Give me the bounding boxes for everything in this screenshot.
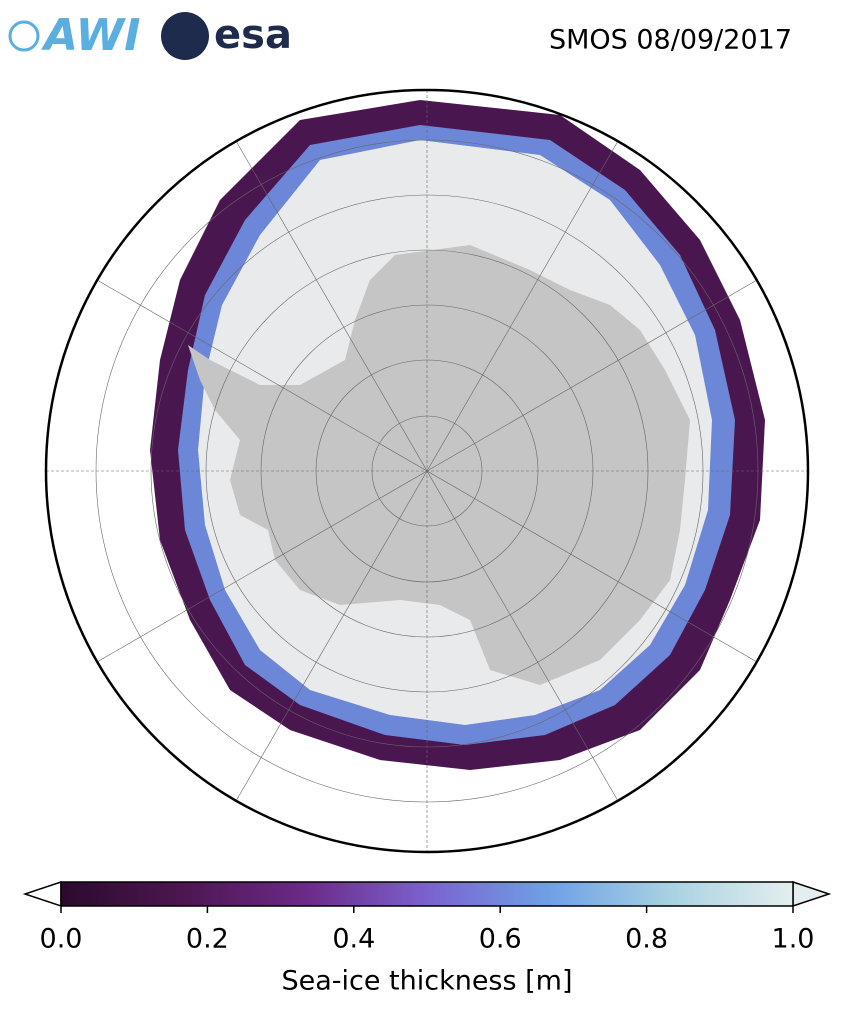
- colorbar-tick-label: 0.6: [479, 924, 522, 955]
- colorbar-tick-label: 0.0: [40, 924, 83, 955]
- colorbar-label: Sea-ice thickness [m]: [281, 966, 572, 997]
- map: [46, 90, 808, 852]
- colorbar-tick-label: 0.2: [186, 924, 229, 955]
- map-frame: [44, 88, 810, 854]
- awi-logo-mark: [8, 20, 40, 52]
- colorbar-extend-low: [22, 880, 62, 908]
- antarctica: [188, 245, 690, 685]
- colorbar-tick-label: 0.8: [625, 924, 668, 955]
- awi-logo: AWI: [41, 10, 141, 61]
- esa-logo-mark: [161, 12, 209, 60]
- colorbar-tick-label: 0.4: [332, 924, 375, 955]
- colorbar-tick-label: 1.0: [772, 924, 815, 955]
- colorbar-extend-high: [792, 880, 832, 908]
- map-title: SMOS 08/09/2017: [549, 25, 792, 56]
- graticule: [46, 90, 808, 852]
- colorbar: [60, 881, 794, 907]
- esa-logo: esa: [214, 12, 292, 58]
